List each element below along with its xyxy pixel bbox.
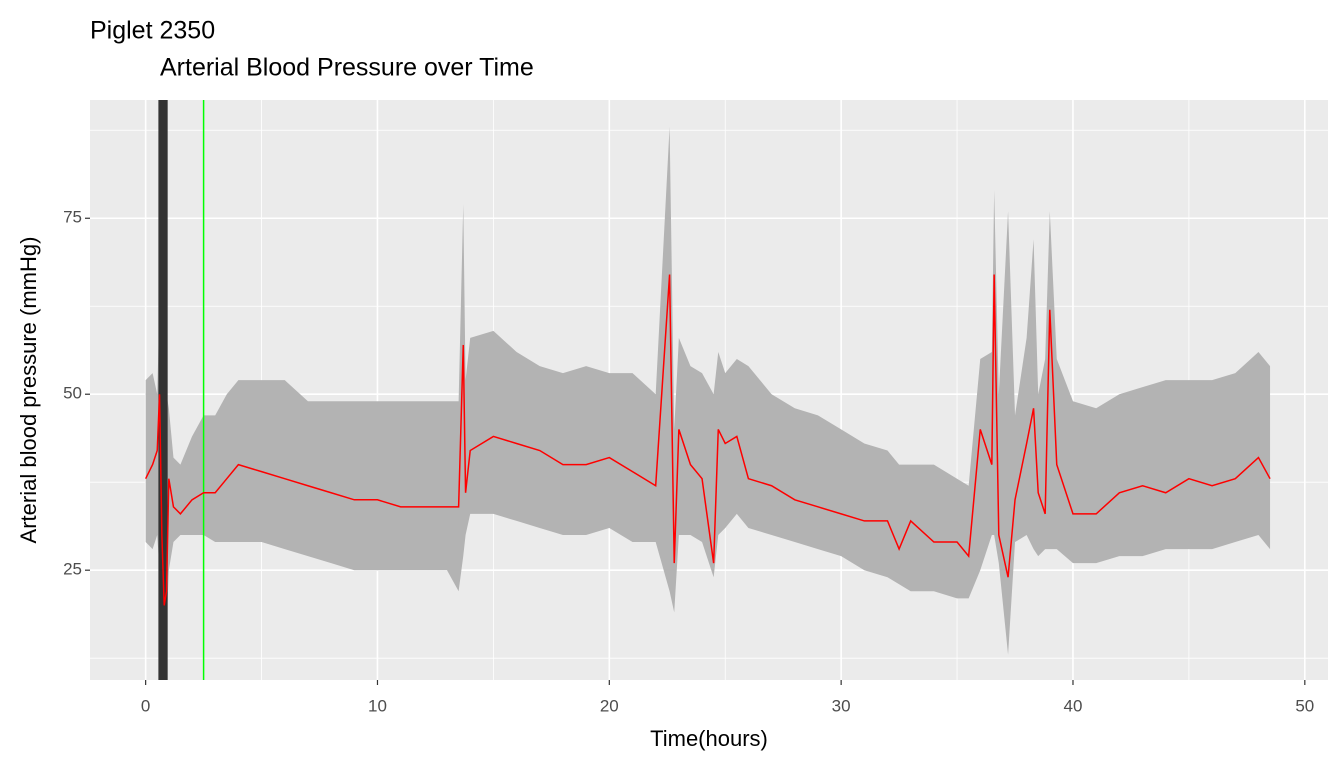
chart-subtitle: Arterial Blood Pressure over Time <box>160 54 534 82</box>
x-tick-label: 50 <box>1295 696 1314 715</box>
x-axis-label: Time(hours) <box>650 726 768 751</box>
x-tick-label: 40 <box>1064 696 1083 715</box>
y-tick-label: 75 <box>63 208 82 227</box>
chart-title: Piglet 2350 <box>90 17 215 45</box>
shaded-interval <box>158 100 168 680</box>
mean-line <box>144 274 1271 606</box>
range-band <box>145 126 1271 655</box>
y-axis-label: Arterial blood pressure (mmHg) <box>16 237 41 544</box>
x-tick-label: 20 <box>600 696 619 715</box>
x-tick-label: 10 <box>368 696 387 715</box>
x-tick-label: 30 <box>832 696 851 715</box>
y-tick-label: 25 <box>63 560 82 579</box>
y-tick-label: 50 <box>63 384 82 403</box>
x-tick-label: 0 <box>141 696 150 715</box>
